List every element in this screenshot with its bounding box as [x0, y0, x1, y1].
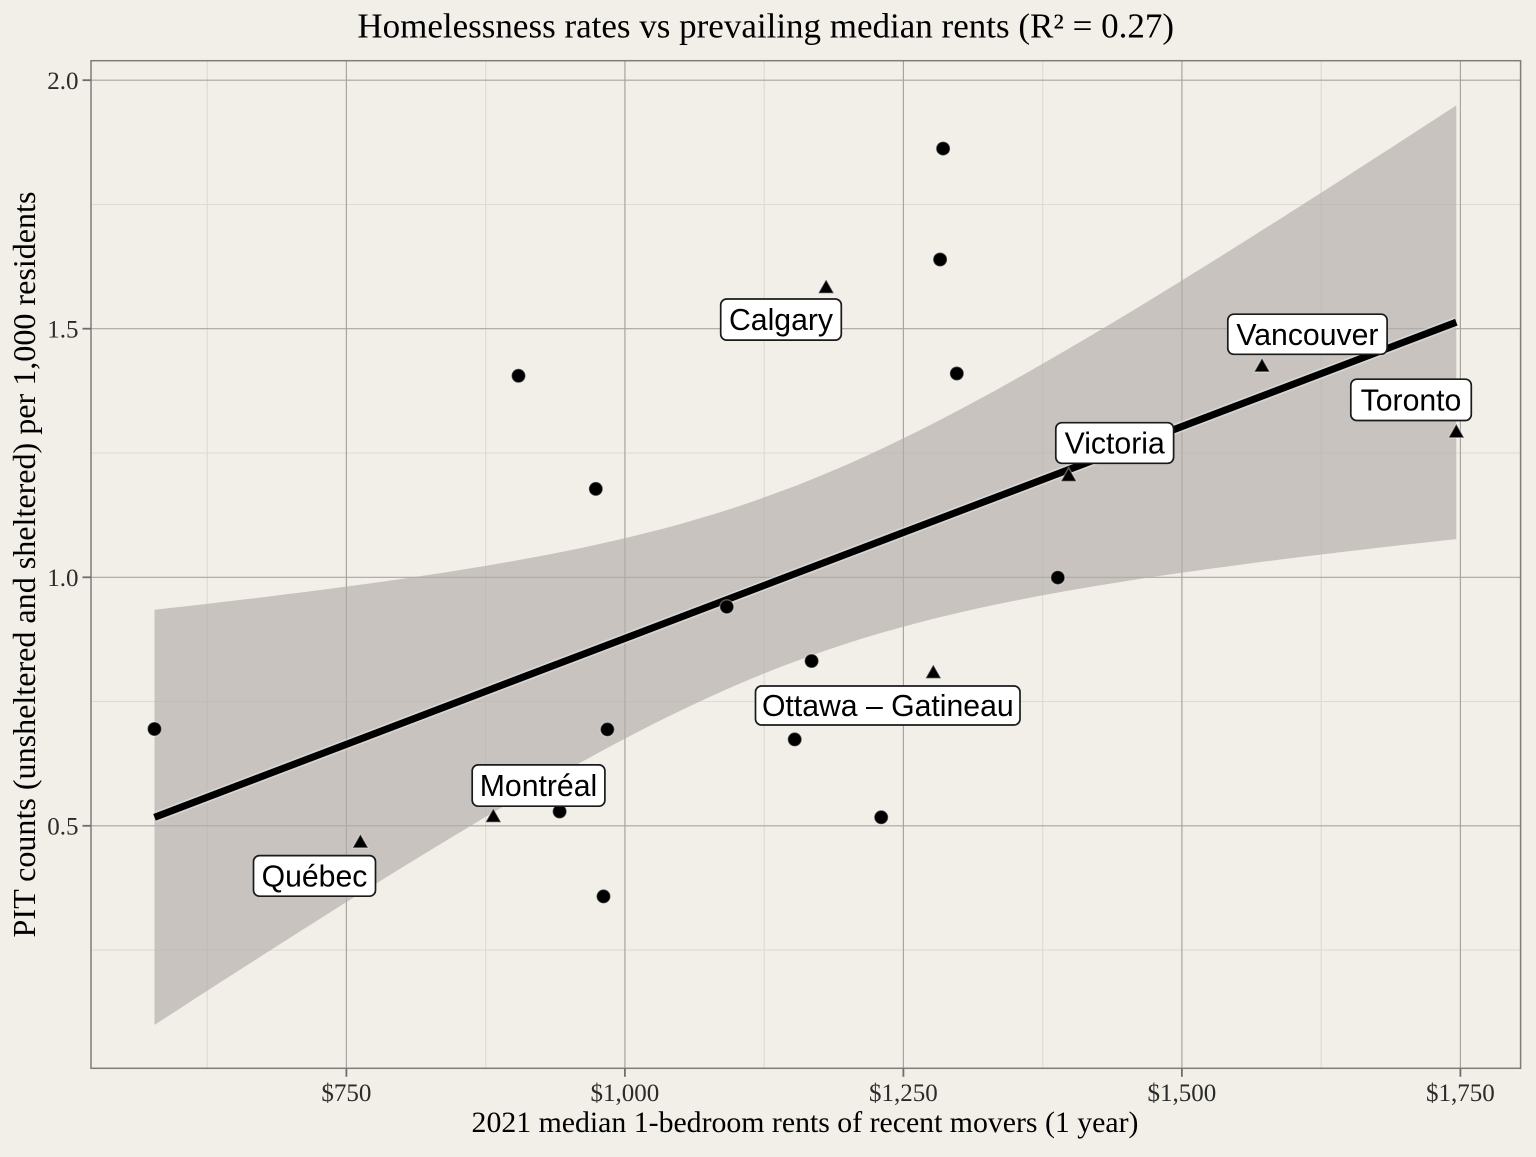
- svg-text:Toronto: Toronto: [1361, 384, 1462, 417]
- svg-text:1.0: 1.0: [47, 565, 78, 592]
- svg-text:$1,750: $1,750: [1426, 1080, 1495, 1107]
- svg-text:$1,000: $1,000: [591, 1080, 660, 1107]
- svg-text:Vancouver: Vancouver: [1236, 319, 1378, 352]
- svg-text:2.0: 2.0: [47, 68, 78, 95]
- svg-text:Calgary: Calgary: [729, 304, 834, 337]
- svg-text:0.5: 0.5: [47, 814, 78, 841]
- svg-text:Homelessness rates vs prevaili: Homelessness rates vs prevailing median …: [357, 7, 1174, 46]
- svg-text:$750: $750: [321, 1080, 371, 1107]
- svg-text:PIT counts (unsheltered and sh: PIT counts (unsheltered and sheltered) p…: [6, 192, 42, 938]
- svg-text:Victoria: Victoria: [1065, 428, 1165, 461]
- svg-text:Québec: Québec: [262, 860, 368, 893]
- svg-text:Ottawa – Gatineau: Ottawa – Gatineau: [762, 690, 1014, 723]
- svg-text:$1,500: $1,500: [1148, 1080, 1217, 1107]
- svg-text:1.5: 1.5: [47, 317, 78, 344]
- svg-text:$1,250: $1,250: [869, 1080, 938, 1107]
- svg-text:Montréal: Montréal: [480, 770, 597, 803]
- svg-text:2021 median 1-bedroom rents of: 2021 median 1-bedroom rents of recent mo…: [472, 1106, 1139, 1139]
